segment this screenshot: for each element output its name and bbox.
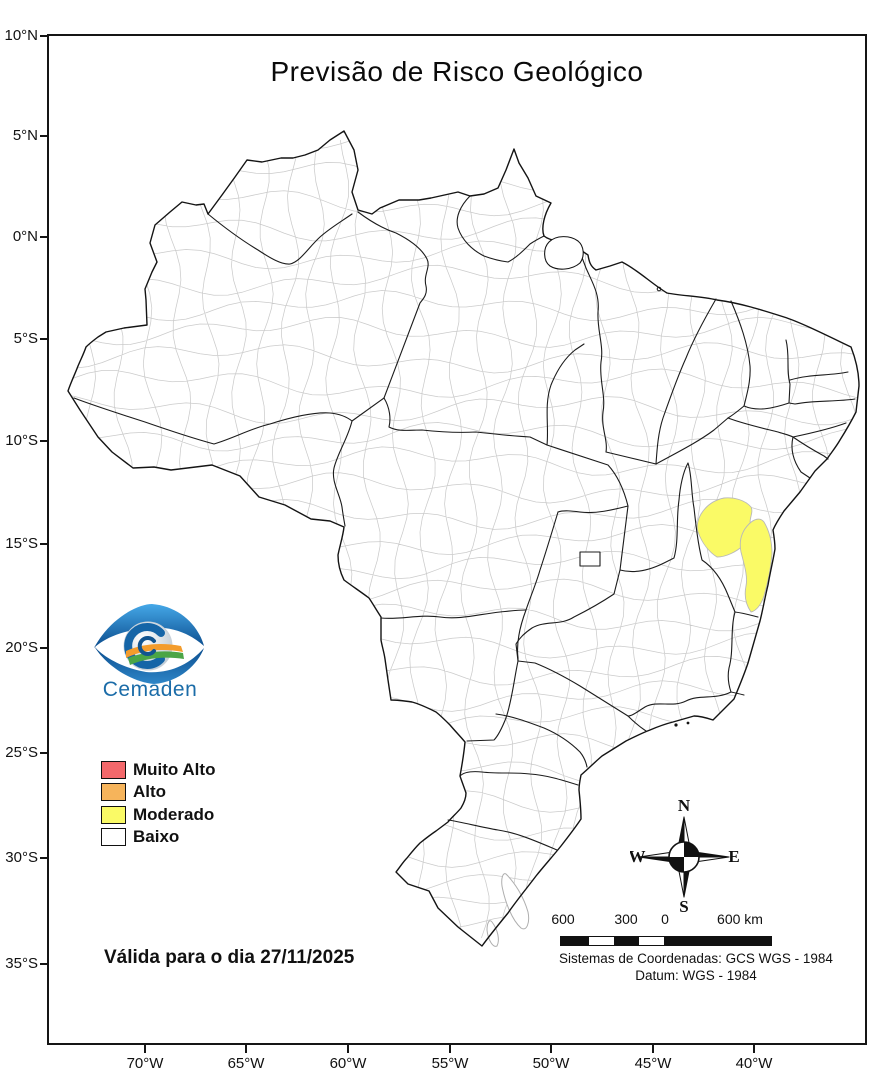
lat-tick: [40, 857, 48, 859]
page-title: Previsão de Risco Geológico: [270, 56, 644, 87]
lat-tick-label: 5°S: [13, 330, 38, 347]
cemaden-eye-icon: [94, 604, 204, 684]
moderado-municipality-coastal: [739, 518, 773, 613]
lon-tick: [652, 1045, 654, 1053]
lat-tick: [40, 440, 48, 442]
lon-tick-label: 70°W: [126, 1055, 164, 1072]
lat-tick: [40, 338, 48, 340]
compass-south-label: S: [679, 897, 688, 916]
lat-tick-label: 10°S: [5, 432, 38, 449]
lat-tick-label: 35°S: [5, 955, 38, 972]
cemaden-logo: [86, 596, 214, 700]
lat-tick: [40, 963, 48, 965]
compass-west-label: W: [630, 847, 646, 866]
lat-tick-label: 10°N: [4, 27, 38, 44]
lat-tick: [40, 752, 48, 754]
datum-text: Datum: WGS - 1984: [635, 968, 757, 983]
lat-tick-label: 5°N: [12, 127, 38, 144]
lon-tick: [449, 1045, 451, 1053]
lon-tick-label: 45°W: [634, 1055, 672, 1072]
lon-tick-label: 50°W: [532, 1055, 570, 1072]
legend-label: Muito Alto: [133, 760, 216, 779]
lat-tick: [40, 543, 48, 545]
legend-swatch: [101, 828, 126, 847]
moderado-risk-area: [696, 497, 773, 613]
lon-tick: [144, 1045, 146, 1053]
compass-icon: N S E W: [629, 796, 740, 916]
lat-tick: [40, 236, 48, 238]
legend-swatch: [101, 783, 126, 802]
scalebar-segment: [664, 937, 771, 945]
scalebar-segment: [639, 937, 664, 945]
cemaden-logo-text: Cemaden: [102, 678, 198, 701]
islands: [544, 236, 690, 727]
lon-tick-label: 65°W: [227, 1055, 265, 1072]
validity-date-text: Válida para o dia 27/11/2025: [104, 947, 355, 968]
compass-east-label: E: [728, 847, 739, 866]
legend-label: Alto: [133, 782, 167, 802]
legend-swatch: [101, 761, 126, 779]
scalebar-segment: [614, 937, 639, 945]
lon-tick-label: 40°W: [735, 1055, 773, 1072]
legend-label: Moderado: [133, 804, 215, 824]
lat-tick-label: 20°S: [5, 639, 38, 656]
state-borders: [73, 195, 856, 851]
scalebar: [560, 936, 772, 946]
lagoons: [486, 873, 530, 947]
lon-tick-label: 60°W: [329, 1055, 367, 1072]
compass-north-label: N: [678, 796, 691, 815]
lat-tick-label: 30°S: [5, 849, 38, 866]
lon-tick: [347, 1045, 349, 1053]
compass-rose: N S E W: [629, 795, 740, 917]
lat-tick-label: 15°S: [5, 535, 38, 552]
scalebar-label: 600: [551, 911, 575, 927]
lon-tick: [245, 1045, 247, 1053]
lon-tick: [753, 1045, 755, 1053]
legend-swatch: [101, 805, 126, 824]
lat-tick: [40, 647, 48, 649]
scalebar-segment: [561, 937, 589, 945]
lat-tick: [40, 135, 48, 137]
scalebar-label: 300: [614, 911, 638, 927]
lat-tick: [40, 35, 48, 37]
lat-tick-label: 0°N: [12, 228, 38, 245]
coord-system-text: Sistemas de Coordenadas: GCS WGS - 1984: [559, 951, 833, 966]
scalebar-label: 600 km: [717, 911, 763, 927]
scalebar-label: 0: [661, 911, 669, 927]
map-frame: [47, 34, 867, 1045]
legend-label: Baixo: [133, 827, 180, 847]
lon-tick: [550, 1045, 552, 1053]
lat-tick-label: 25°S: [5, 744, 38, 761]
coordinate-system-notes: Sistemas de Coordenadas: GCS WGS - 1984 …: [520, 950, 872, 984]
lon-tick-label: 55°W: [431, 1055, 469, 1072]
scalebar-segment: [589, 937, 614, 945]
brazil-country-outline: [67, 130, 860, 947]
